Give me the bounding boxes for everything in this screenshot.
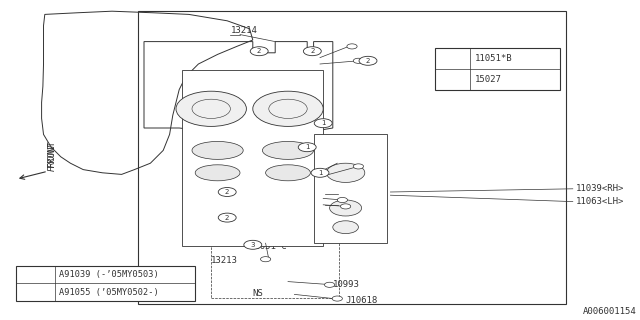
Text: NS: NS <box>253 289 264 298</box>
Bar <box>16 266 195 301</box>
Circle shape <box>330 200 362 216</box>
Text: 3: 3 <box>250 242 255 248</box>
Circle shape <box>298 143 316 152</box>
Circle shape <box>337 197 348 203</box>
Circle shape <box>176 91 246 126</box>
Text: 2: 2 <box>225 215 229 220</box>
Text: 2: 2 <box>366 58 370 64</box>
Ellipse shape <box>262 141 314 159</box>
Text: 11051*A: 11051*A <box>339 159 377 168</box>
Text: A006001154: A006001154 <box>583 307 637 316</box>
Circle shape <box>28 270 44 278</box>
Text: 2: 2 <box>225 189 229 195</box>
Ellipse shape <box>195 165 240 181</box>
Text: 3: 3 <box>33 271 38 277</box>
Circle shape <box>359 56 377 65</box>
Circle shape <box>353 58 364 63</box>
Circle shape <box>303 47 321 56</box>
Bar <box>314 134 387 243</box>
Text: 11039<RH>: 11039<RH> <box>576 184 625 193</box>
Circle shape <box>444 75 461 83</box>
Bar <box>435 48 560 90</box>
Text: 2: 2 <box>310 48 314 54</box>
Text: 1: 1 <box>317 170 323 176</box>
Circle shape <box>314 119 332 128</box>
Circle shape <box>218 213 236 222</box>
Circle shape <box>250 47 268 56</box>
Text: FRONT: FRONT <box>48 142 57 171</box>
Bar <box>138 11 566 304</box>
Circle shape <box>326 163 365 182</box>
Circle shape <box>333 221 358 234</box>
Text: FRONT: FRONT <box>47 140 56 167</box>
Ellipse shape <box>192 141 243 159</box>
Circle shape <box>324 282 335 287</box>
Bar <box>182 70 323 246</box>
Circle shape <box>311 168 329 177</box>
Circle shape <box>353 164 364 169</box>
Text: 2: 2 <box>257 48 261 54</box>
Circle shape <box>253 91 323 126</box>
Text: 11063<LH>: 11063<LH> <box>576 197 625 206</box>
Circle shape <box>218 188 236 196</box>
Text: A91055 (’05MY0502-): A91055 (’05MY0502-) <box>59 287 158 297</box>
Text: 15027: 15027 <box>476 75 502 84</box>
Text: 13214: 13214 <box>230 26 257 35</box>
Text: A91039 (-’05MY0503): A91039 (-’05MY0503) <box>59 270 158 279</box>
Text: 1: 1 <box>451 55 455 61</box>
Text: 11051*B: 11051*B <box>476 54 513 63</box>
Circle shape <box>347 44 357 49</box>
Text: NS: NS <box>339 189 350 198</box>
Circle shape <box>444 54 461 63</box>
Circle shape <box>340 204 351 209</box>
Circle shape <box>260 257 271 262</box>
Text: 10993: 10993 <box>333 280 360 289</box>
Text: J10618: J10618 <box>346 296 378 305</box>
Text: 11051*C: 11051*C <box>250 242 287 251</box>
Text: 1: 1 <box>321 120 326 126</box>
Ellipse shape <box>266 165 310 181</box>
Bar <box>211 198 339 298</box>
Text: 1: 1 <box>305 144 310 150</box>
Circle shape <box>244 240 262 249</box>
Text: 10993: 10993 <box>339 200 366 209</box>
Text: 2: 2 <box>451 76 455 82</box>
Text: 13213: 13213 <box>211 256 238 265</box>
Circle shape <box>332 296 342 301</box>
